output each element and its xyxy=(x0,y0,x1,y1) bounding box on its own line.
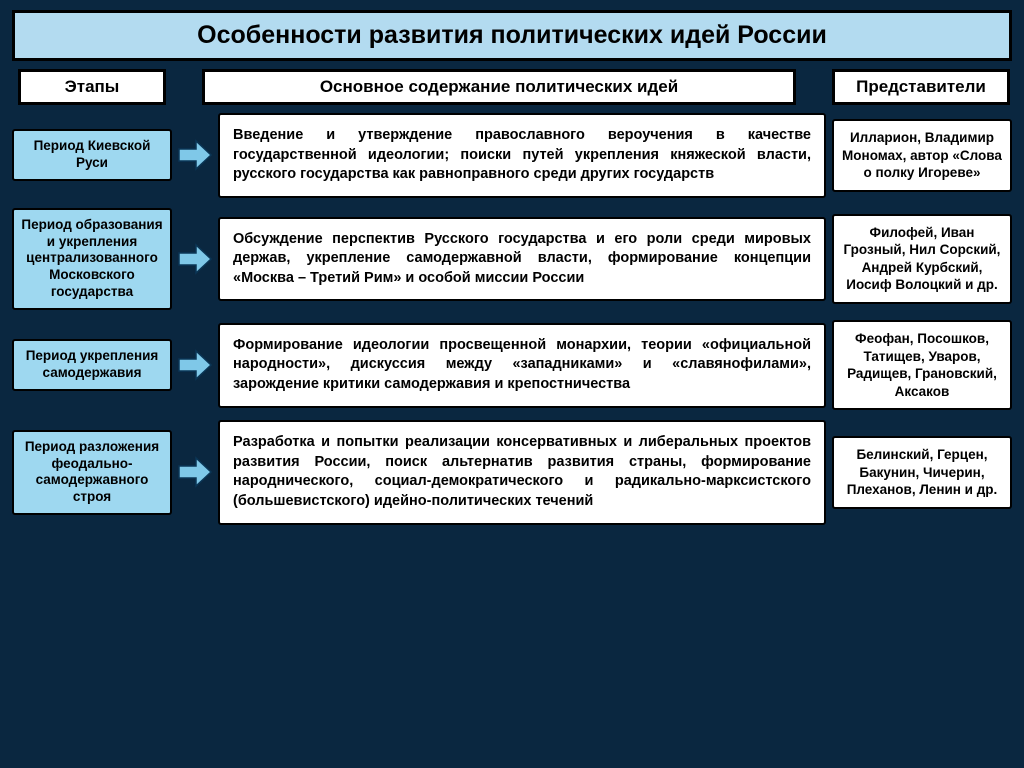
arrow-icon xyxy=(178,139,212,171)
header-stages: Этапы xyxy=(18,69,166,105)
content-cell: Обсуждение перспектив Русского государст… xyxy=(218,217,826,302)
stage-text: Период образования и укрепления централи… xyxy=(19,217,165,301)
table-row: Период образования и укрепления централи… xyxy=(12,208,1012,310)
stage-cell: Период образования и укрепления централи… xyxy=(12,208,172,310)
stage-cell: Период Киевской Руси xyxy=(12,129,172,181)
arrow-icon xyxy=(178,456,212,488)
rep-text: Белинский, Герцен, Бакунин, Чичерин, Пле… xyxy=(840,446,1004,499)
arrow-icon xyxy=(178,349,212,381)
content-cell: Введение и утверждение православного вер… xyxy=(218,113,826,198)
content-cell: Разработка и попытки реализации консерва… xyxy=(218,420,826,524)
header-content: Основное содержание политических идей xyxy=(202,69,796,105)
rows-container: Период Киевской Руси Введение и утвержде… xyxy=(12,113,1012,758)
slide-title: Особенности развития политических идей Р… xyxy=(12,10,1012,61)
slide-container: Особенности развития политических идей Р… xyxy=(0,0,1024,768)
rep-text: Филофей, Иван Грозный, Нил Сорский, Андр… xyxy=(840,224,1004,294)
header-reps: Представители xyxy=(832,69,1010,105)
arrow-icon xyxy=(178,243,212,275)
rep-cell: Феофан, Посошков, Татищев, Уваров, Радищ… xyxy=(832,320,1012,410)
rep-text: Феофан, Посошков, Татищев, Уваров, Радищ… xyxy=(840,330,1004,400)
column-headers: Этапы Основное содержание политических и… xyxy=(12,69,1012,105)
stage-text: Период укрепления самодержавия xyxy=(19,348,165,382)
rep-cell: Белинский, Герцен, Бакунин, Чичерин, Пле… xyxy=(832,436,1012,509)
stage-text: Период Киевской Руси xyxy=(19,138,165,172)
rep-cell: Филофей, Иван Грозный, Нил Сорский, Андр… xyxy=(832,214,1012,304)
stage-cell: Период укрепления самодержавия xyxy=(12,339,172,391)
rep-text: Илларион, Владимир Мономах, автор «Слова… xyxy=(840,129,1004,182)
stage-cell: Период разложения феодально-самодержавно… xyxy=(12,430,172,516)
table-row: Период укрепления самодержавия Формирова… xyxy=(12,320,1012,410)
rep-cell: Илларион, Владимир Мономах, автор «Слова… xyxy=(832,119,1012,192)
table-row: Период Киевской Руси Введение и утвержде… xyxy=(12,113,1012,198)
stage-text: Период разложения феодально-самодержавно… xyxy=(19,439,165,507)
content-cell: Формирование идеологии просвещенной мона… xyxy=(218,323,826,408)
table-row: Период разложения феодально-самодержавно… xyxy=(12,420,1012,524)
